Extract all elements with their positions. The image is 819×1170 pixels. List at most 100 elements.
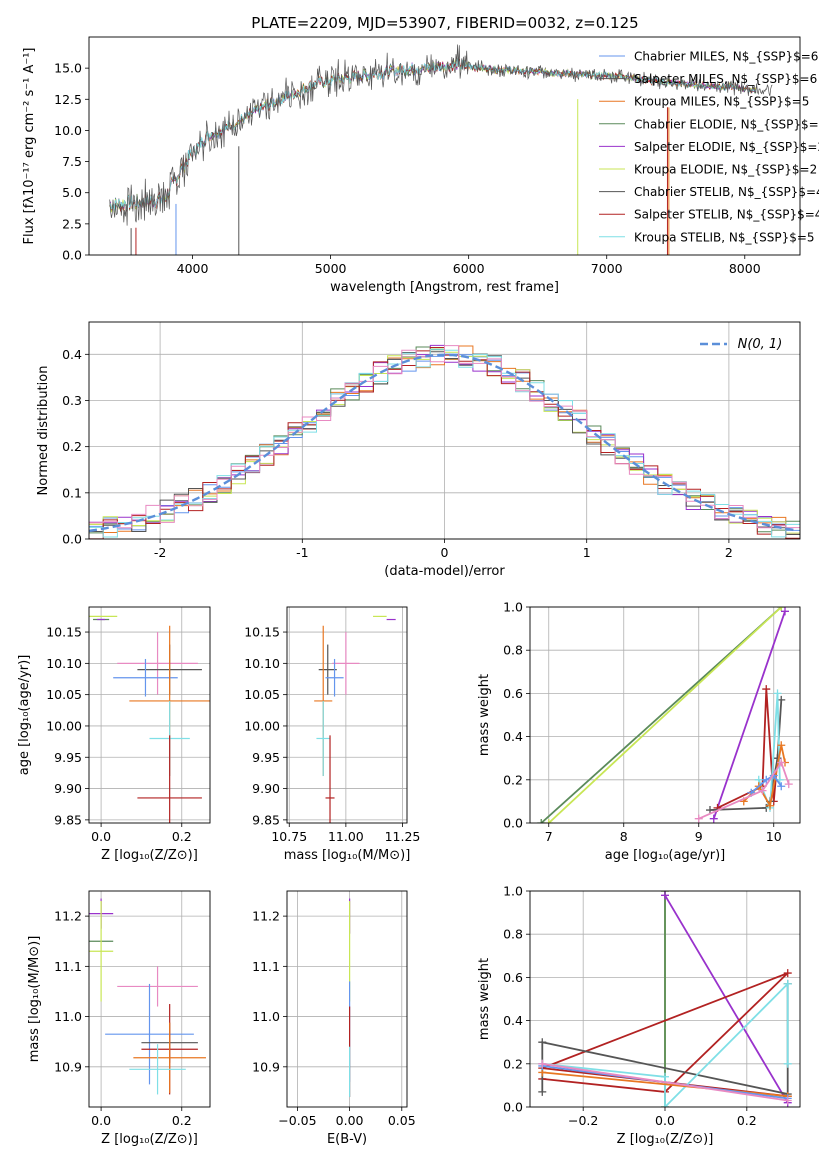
x-tick-label: 0.2	[172, 829, 192, 844]
x-tick-label: 7	[545, 829, 553, 844]
weight-marker	[706, 806, 714, 815]
y-tick-label: 11.1	[54, 959, 82, 974]
axes-frame	[88, 890, 211, 1108]
weight-marker	[777, 741, 786, 750]
axes-frame	[286, 890, 408, 1108]
y-tick-label: 9.95	[252, 750, 280, 765]
y-tick-label: 0.8	[503, 643, 523, 658]
y-axis-label: age [log₁₀(age/yr)]	[17, 655, 32, 776]
x-tick-label: 10	[766, 829, 782, 844]
y-axis-label: mass [log₁₀(M/M⊙)]	[27, 936, 42, 1063]
x-tick-label: 0.0	[91, 829, 111, 844]
y-tick-label: 10.15	[46, 625, 82, 640]
chart-z_age: 0.0 0.2 9.85 9.90 9.95 10.00 10.05 10.10 10.15 Z …	[17, 606, 211, 863]
weight-marker	[758, 786, 767, 795]
legend-label: Kroupa ELODIE, N$_{SSP}$=2	[634, 163, 817, 177]
hist-step	[89, 345, 800, 539]
y-axis-label: mass weight	[477, 958, 492, 1040]
legend-label: Chabrier MILES, N$_{SSP}$=6	[634, 50, 818, 64]
y-tick-label: 0.4	[503, 729, 523, 744]
normal-curve	[89, 353, 798, 533]
y-tick-label: 0.1	[62, 485, 82, 500]
weight-line	[542, 1062, 788, 1102]
y-tick-label: 0.0	[503, 1100, 523, 1115]
x-tick-label: 7000	[591, 261, 623, 276]
y-tick-label: 10.9	[252, 1059, 280, 1074]
weight-marker	[781, 607, 789, 616]
x-tick-label: 11.00	[328, 829, 364, 844]
weight-marker	[538, 1038, 547, 1047]
weight-marker	[777, 695, 786, 704]
legend-label: Chabrier ELODIE, N$_{SSP}$=2	[634, 117, 819, 131]
y-tick-label: 15.0	[54, 61, 82, 76]
weight-marker	[762, 685, 771, 694]
x-tick-label: 5000	[315, 261, 347, 276]
x-axis-label: wavelength [Angstrom, rest frame]	[330, 280, 559, 295]
weight-marker	[783, 1096, 792, 1105]
weight-marker	[661, 1072, 669, 1081]
y-tick-label: 11.1	[252, 959, 280, 974]
weight-marker	[777, 607, 786, 611]
axes-frame	[529, 606, 801, 824]
x-tick-label: 10.75	[271, 829, 307, 844]
weight-marker	[783, 1059, 792, 1068]
weight-marker	[773, 689, 782, 698]
weight-line	[698, 760, 790, 820]
y-tick-label: 10.05	[244, 687, 280, 702]
weight-marker	[538, 1087, 547, 1096]
y-axis-label: mass weight	[477, 674, 492, 756]
x-tick-label: 0.2	[172, 1113, 192, 1128]
weight-marker	[784, 780, 793, 789]
axes-frame	[88, 36, 801, 256]
y-tick-label: 10.00	[46, 718, 82, 733]
plot-area	[537, 607, 793, 823]
y-tick-label: 10.00	[244, 718, 280, 733]
y-axis-label: Normed distribution	[36, 366, 51, 496]
x-tick-label: 0	[441, 545, 449, 560]
y-tick-label: 0.4	[62, 347, 82, 362]
weight-marker	[661, 1103, 669, 1107]
legend-label: Kroupa MILES, N$_{SSP}$=5	[634, 95, 809, 109]
y-tick-label: 9.90	[54, 781, 82, 796]
x-tick-label: -2	[154, 545, 166, 560]
y-tick-label: 12.5	[54, 92, 82, 107]
x-tick-label: 4000	[177, 261, 209, 276]
y-tick-label: 0.8	[503, 927, 523, 942]
x-tick-label: 1	[583, 545, 591, 560]
y-tick-label: 1.0	[503, 884, 523, 899]
weight-marker	[694, 814, 703, 823]
plot-area	[89, 344, 800, 539]
spectrum-line	[109, 44, 773, 226]
x-axis-label: (data-model)/error	[384, 564, 505, 579]
weight-marker	[537, 819, 546, 823]
legend: Chabrier MILES, N$_{SSP}$=6 Salpeter MILE…	[599, 50, 819, 244]
x-tick-label: 0.0	[91, 1113, 111, 1128]
plot-area	[314, 615, 396, 823]
x-tick-label: 0.05	[388, 1113, 416, 1128]
legend-label: Kroupa STELIB, N$_{SSP}$=5	[634, 230, 815, 244]
axes-frame	[286, 606, 408, 824]
y-tick-label: 11.0	[54, 1009, 82, 1024]
x-axis-label: age [log₁₀(age/yr)]	[605, 848, 726, 863]
x-tick-label: 2	[725, 545, 733, 560]
y-tick-label: 0.6	[503, 970, 523, 985]
weight-line	[717, 689, 779, 809]
plot-area	[538, 891, 792, 1107]
x-axis-label: Z [log₁₀(Z/Z⊙)]	[101, 848, 198, 863]
x-tick-label: 0.0	[655, 1113, 675, 1128]
y-tick-label: 11.2	[54, 909, 82, 924]
x-tick-label: -1	[296, 545, 308, 560]
y-tick-label: 10.0	[54, 123, 82, 138]
y-tick-label: 10.10	[244, 656, 280, 671]
chart-age_weight: 7 8 9 10 0.0 0.2 0.4 0.6 0.8 1.0 age [log₁₀(age/yr…	[477, 600, 801, 863]
legend-label: Chabrier STELIB, N$_{SSP}$=4	[634, 185, 819, 199]
weight-marker	[766, 801, 774, 810]
y-tick-label: 11.0	[252, 1009, 280, 1024]
chart-title: PLATE=2209, MJD=53907, FIBERID=0032, z=0…	[251, 14, 638, 32]
legend-label: N(0, 1)	[735, 337, 782, 352]
chart-hist: -2 -1 0 1 2 0.0 0.1 0.2 0.3 0.4 (data-model)/error…	[36, 321, 801, 579]
chart-mass_age: 10.75 11.00 11.25 9.85 9.90 9.95 10.00 10.05 10.…	[244, 606, 420, 863]
y-tick-label: 10.10	[46, 656, 82, 671]
chart-z_weight: −0.2 0.0 0.2 0.0 0.2 0.4 0.6 0.8 1.0 Z [log₁₀(Z/Z…	[477, 884, 801, 1147]
